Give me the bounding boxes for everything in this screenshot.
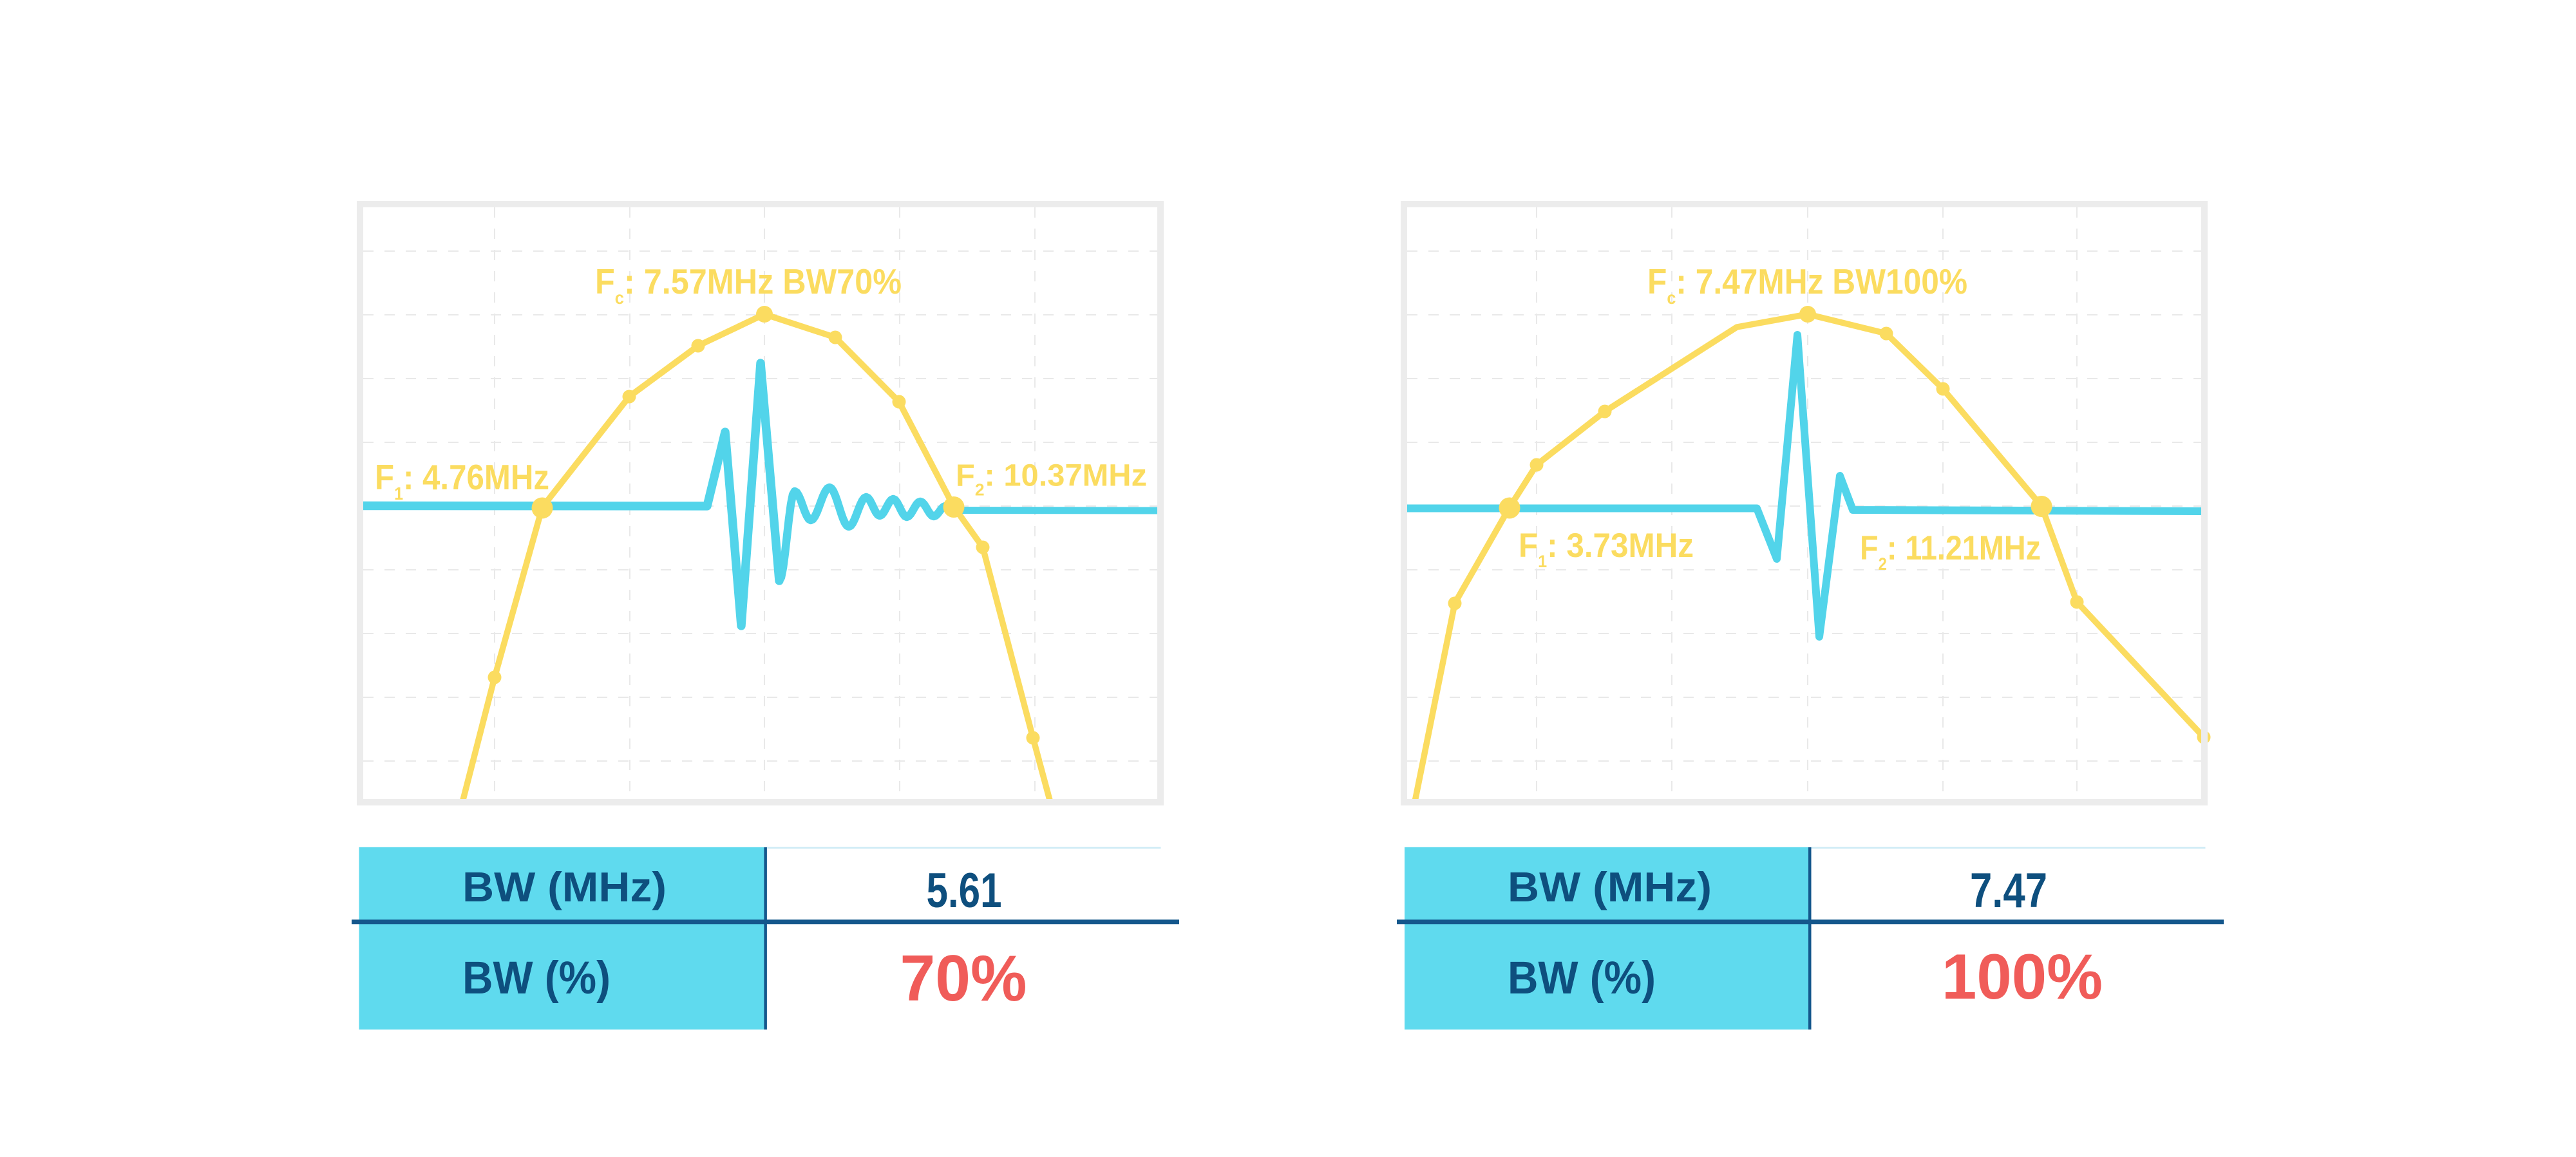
svg-text:BW (MHz): BW (MHz) [462,863,667,910]
svg-text:BW (%): BW (%) [462,953,611,1004]
svg-text:F1: 4.76MHz: F1: 4.76MHz [375,457,549,503]
svg-text:70%: 70% [900,943,1027,1015]
svg-text:7.47: 7.47 [1970,863,2047,918]
svg-text:F2: 11.21MHz: F2: 11.21MHz [1860,529,2041,574]
svg-text:100%: 100% [1942,941,2103,1012]
svg-text:Fc: 7.57MHz BW70%: Fc: 7.57MHz BW70% [595,261,902,308]
svg-text:Fc: 7.47MHz BW100%: Fc: 7.47MHz BW100% [1647,261,1967,308]
svg-text:5.61: 5.61 [927,863,1002,918]
svg-text:F2: 10.37MHz: F2: 10.37MHz [956,459,1147,500]
svg-text:F1: 3.73MHz: F1: 3.73MHz [1519,527,1694,571]
svg-text:BW (MHz): BW (MHz) [1508,863,1712,910]
svg-text:BW (%): BW (%) [1508,953,1656,1004]
